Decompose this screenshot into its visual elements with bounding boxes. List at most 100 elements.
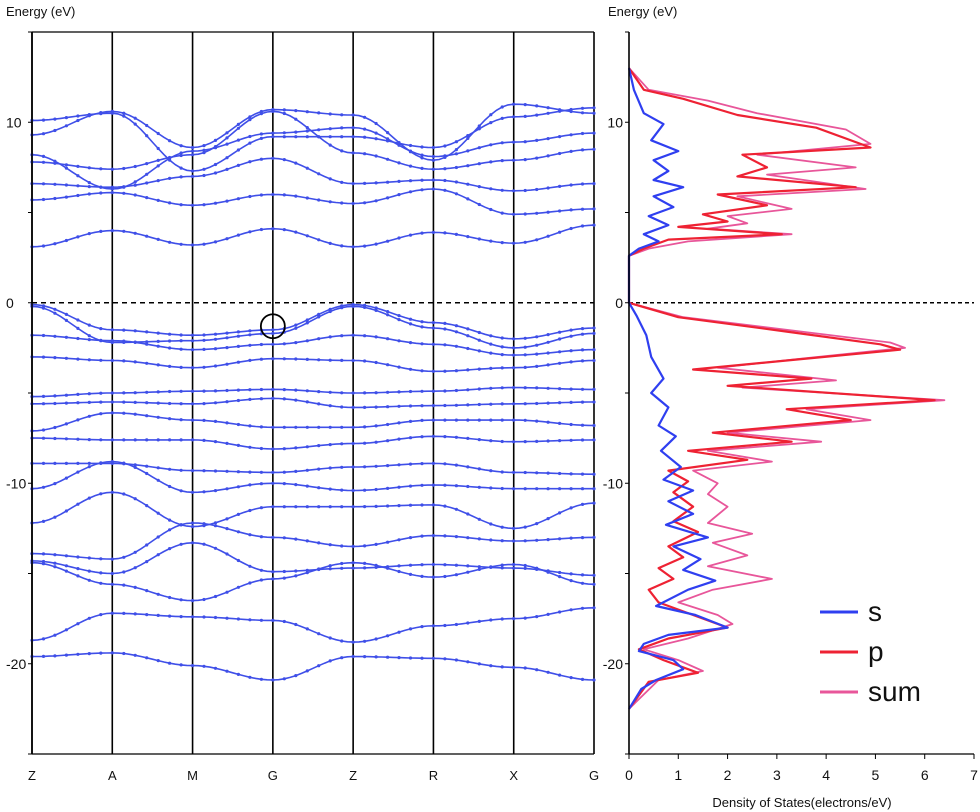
band-8-point-40: [489, 342, 493, 346]
band-22-point-38: [466, 660, 470, 664]
band-16-point-40: [489, 486, 493, 490]
band-15-point-33: [408, 462, 413, 466]
band-7: [31, 303, 595, 340]
band-2-point-29: [363, 181, 367, 185]
band-19-point-14: [191, 541, 195, 545]
band-21-point-26: [328, 636, 332, 640]
band-16-point-19: [248, 483, 252, 487]
band-2-point-40: [489, 187, 493, 191]
band-13-point-11: [156, 415, 160, 419]
band-11-point-38: [466, 388, 470, 392]
band-15-point-1: [41, 461, 46, 465]
band-18-point-28: [351, 544, 355, 549]
band-13-point-28: [351, 425, 355, 429]
band-8-point-32: [397, 318, 401, 322]
band-19-point-34: [420, 563, 424, 567]
band-18-point-44: [535, 538, 539, 542]
band-11-point-35: [431, 389, 435, 393]
band-17-point-37: [454, 507, 458, 511]
band-17-point-47: [569, 506, 573, 510]
band-14-point-44: [535, 439, 539, 443]
band-19-point-12: [168, 547, 172, 551]
band-4-point-28: [351, 126, 355, 130]
band-21-point-24: [305, 627, 309, 631]
band-19-point-17: [225, 552, 229, 556]
band-17-point-19: [248, 508, 252, 513]
band-9-point-37: [454, 344, 458, 348]
band-7-point-35: [431, 321, 435, 325]
band-5-point-26: [328, 112, 332, 116]
band-21-point-34: [420, 625, 424, 629]
band-22-point-8: [122, 651, 126, 656]
band-22-point-37: [454, 658, 458, 662]
band-0-point-19: [248, 230, 252, 234]
band-10-point-39: [477, 367, 481, 371]
band-18-point-45: [546, 538, 550, 542]
band-5-point-20: [259, 109, 263, 114]
band-12-point-37: [454, 403, 458, 407]
band-1-point-16: [213, 201, 218, 205]
band-13-point-42: [512, 418, 516, 422]
band-22-point-20: [259, 677, 263, 681]
band-12-point-25: [317, 402, 321, 406]
band-1-point-21: [271, 192, 275, 197]
band-20-point-37: [454, 573, 458, 577]
band-17-point-3: [64, 509, 68, 513]
band-5: [31, 103, 595, 162]
band-13-point-41: [500, 418, 504, 422]
band-6-point-7: [110, 111, 114, 115]
band-13-point-16: [213, 419, 218, 423]
band-9-point-2: [53, 334, 57, 338]
band-14-point-16: [213, 440, 218, 444]
band-2-point-34: [420, 178, 424, 182]
band-3-point-18: [236, 126, 240, 130]
band-20-point-47: [569, 579, 573, 583]
band-22-point-26: [328, 659, 332, 663]
band-17-point-23: [294, 505, 298, 509]
band-19-point-42: [512, 566, 516, 570]
band-2-point-3: [64, 183, 68, 187]
band-6-point-37: [454, 140, 458, 144]
band-11-point-25: [317, 390, 321, 394]
band-5-point-36: [443, 155, 447, 159]
band-14-points: [30, 434, 596, 451]
band-11-point-29: [363, 391, 367, 395]
band-11-point-47: [569, 387, 573, 391]
band-8-point-18: [236, 334, 240, 338]
band-4-point-49: [592, 131, 596, 135]
band-18-point-13: [179, 523, 183, 527]
band-4-point-17: [225, 142, 229, 146]
band-10-point-7: [110, 358, 114, 363]
band-20-point-39: [477, 567, 481, 572]
band-12-point-9: [133, 400, 137, 404]
band-1-point-22: [282, 193, 286, 197]
band-11-point-12: [168, 389, 172, 394]
band-5-point-49: [592, 111, 596, 115]
band-14-point-19: [248, 445, 252, 449]
band-0-point-7: [110, 229, 114, 233]
band-13-point-30: [374, 424, 378, 428]
band-7-point-9: [133, 329, 137, 333]
band-0-point-6: [99, 229, 103, 233]
band-12-point-23: [294, 398, 298, 402]
band-3-point-6: [99, 167, 103, 171]
band-3-point-29: [363, 152, 367, 156]
band-19-point-27: [340, 566, 344, 570]
band-8-point-11: [156, 339, 160, 343]
band-3-point-38: [466, 164, 470, 168]
band-13-point-36: [443, 418, 447, 422]
band-14-point-15: [202, 438, 206, 442]
band-11: [32, 386, 594, 398]
band-11-point-8: [122, 391, 126, 395]
band-19-point-3: [64, 564, 68, 568]
band-5-point-30: [374, 121, 378, 126]
band-18-point-10: [145, 543, 149, 547]
band-2-point-19: [248, 160, 252, 164]
band-15-point-3: [64, 461, 68, 465]
band-21-point-33: [408, 627, 413, 631]
band-16-point-48: [580, 487, 585, 491]
band-7-point-24: [305, 318, 309, 322]
band-11-point-3: [64, 393, 68, 397]
band-20-point-7: [110, 582, 114, 586]
band-10-point-12: [168, 364, 172, 368]
